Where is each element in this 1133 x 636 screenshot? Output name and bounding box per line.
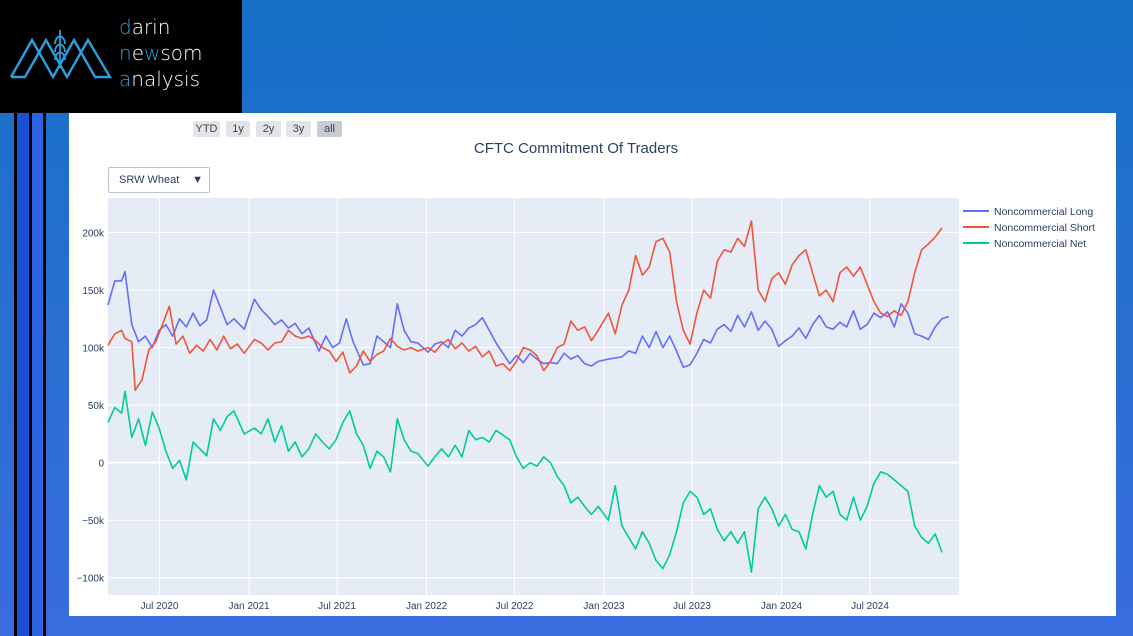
line-chart: 200k 150k 100k 50k 0 −50k −100k Jul 2020 Jan 20… <box>76 198 1095 612</box>
dropdown-selected-value: SRW Wheat <box>119 174 180 186</box>
legend-item-noncommercial-long[interactable]: Noncommercial Long <box>994 206 1093 218</box>
decorative-stripe <box>29 113 32 636</box>
y-tick-label: 150k <box>82 286 105 297</box>
x-tick-label: Jan 2023 <box>583 601 625 612</box>
legend-item-noncommercial-short[interactable]: Noncommercial Short <box>994 222 1095 234</box>
y-tick-label: 200k <box>82 229 105 240</box>
chart-title: CFTC Commitment Of Traders <box>473 140 679 157</box>
series-line-noncommercial-net <box>107 390 943 573</box>
x-tick-label: Jul 2021 <box>318 601 356 612</box>
commodity-dropdown[interactable]: SRW Wheat ▼ <box>108 167 210 193</box>
series-line-noncommercial-long <box>107 270 950 368</box>
chevron-down-icon: ▼ <box>192 174 203 186</box>
y-tick-label: 0 <box>98 459 104 470</box>
decorative-stripe <box>32 113 42 636</box>
series-line-noncommercial-short <box>107 220 943 392</box>
x-tick-label: Jul 2020 <box>141 601 179 612</box>
range-button-all[interactable]: all <box>317 121 342 137</box>
range-button-ytd[interactable]: YTD <box>193 121 220 137</box>
range-button-3y[interactable]: 3y <box>286 121 311 137</box>
y-tick-label: 50k <box>88 401 105 412</box>
decorative-stripe <box>14 113 17 636</box>
logo-wordmark: darin newsom analysis <box>119 15 203 91</box>
x-tick-label: Jul 2022 <box>496 601 534 612</box>
logo: darin newsom analysis <box>0 0 242 113</box>
plot-area <box>108 198 959 595</box>
range-button-2y[interactable]: 2y <box>256 121 281 137</box>
x-tick-label: Jul 2024 <box>851 601 889 612</box>
x-tick-label: Jan 2022 <box>406 601 448 612</box>
x-tick-label: Jul 2023 <box>673 601 711 612</box>
decorative-stripe <box>17 113 29 636</box>
decorative-stripe <box>43 113 46 636</box>
logo-mountains-icon <box>9 30 113 80</box>
y-tick-label: 100k <box>82 344 105 355</box>
range-button-1y[interactable]: 1y <box>226 121 250 137</box>
x-tick-label: Jan 2024 <box>761 601 803 612</box>
chart-panel: YTD 1y 2y 3y all CFTC Commitment Of Trad… <box>69 113 1116 616</box>
x-tick-label: Jan 2021 <box>228 601 270 612</box>
y-tick-label: −100k <box>76 574 105 585</box>
legend-item-noncommercial-net[interactable]: Noncommercial Net <box>994 238 1086 250</box>
y-tick-label: −50k <box>82 516 105 527</box>
